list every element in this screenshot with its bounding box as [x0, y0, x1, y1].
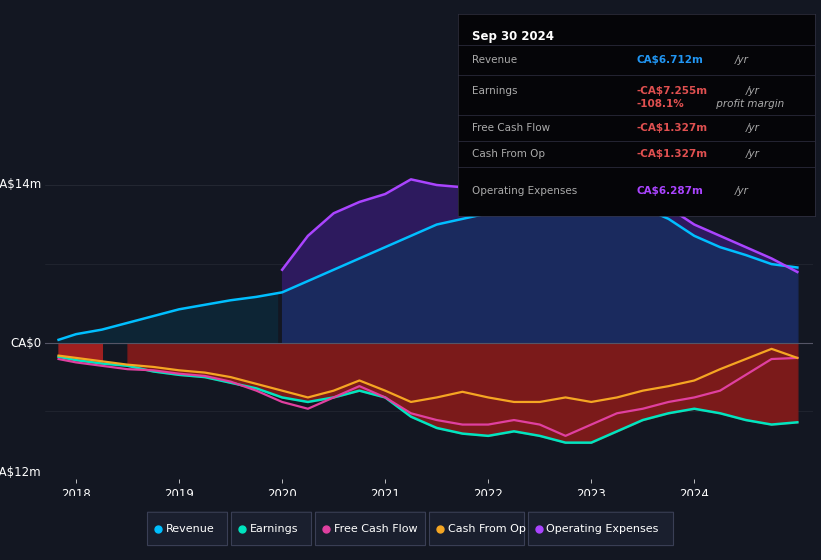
Text: CA$6.712m: CA$6.712m	[637, 55, 704, 66]
Text: CA$14m: CA$14m	[0, 179, 41, 192]
Text: Revenue: Revenue	[472, 55, 517, 66]
FancyBboxPatch shape	[232, 512, 311, 545]
Text: /yr: /yr	[735, 186, 749, 197]
Text: /yr: /yr	[745, 123, 759, 133]
Text: -CA$1.327m: -CA$1.327m	[637, 123, 708, 133]
Text: /yr: /yr	[745, 86, 759, 96]
Text: -CA$1.327m: -CA$1.327m	[637, 149, 708, 159]
Text: -CA$7.255m: -CA$7.255m	[637, 86, 708, 96]
FancyBboxPatch shape	[529, 512, 673, 545]
Text: CA$0: CA$0	[10, 337, 41, 349]
Text: Earnings: Earnings	[250, 524, 298, 534]
Text: Earnings: Earnings	[472, 86, 518, 96]
Text: CA$6.287m: CA$6.287m	[637, 186, 704, 197]
Text: Operating Expenses: Operating Expenses	[547, 524, 659, 534]
Text: Operating Expenses: Operating Expenses	[472, 186, 578, 197]
Text: -CA$12m: -CA$12m	[0, 466, 41, 479]
Text: Cash From Op: Cash From Op	[447, 524, 525, 534]
Text: Cash From Op: Cash From Op	[472, 149, 545, 159]
Text: Free Cash Flow: Free Cash Flow	[333, 524, 417, 534]
Text: -108.1%: -108.1%	[637, 99, 685, 109]
FancyBboxPatch shape	[148, 512, 227, 545]
Text: /yr: /yr	[735, 55, 749, 66]
Text: /yr: /yr	[745, 149, 759, 159]
FancyBboxPatch shape	[429, 512, 525, 545]
FancyBboxPatch shape	[315, 512, 425, 545]
Text: Free Cash Flow: Free Cash Flow	[472, 123, 551, 133]
Text: Revenue: Revenue	[166, 524, 214, 534]
Text: profit margin: profit margin	[713, 99, 785, 109]
Text: Sep 30 2024: Sep 30 2024	[472, 30, 554, 43]
